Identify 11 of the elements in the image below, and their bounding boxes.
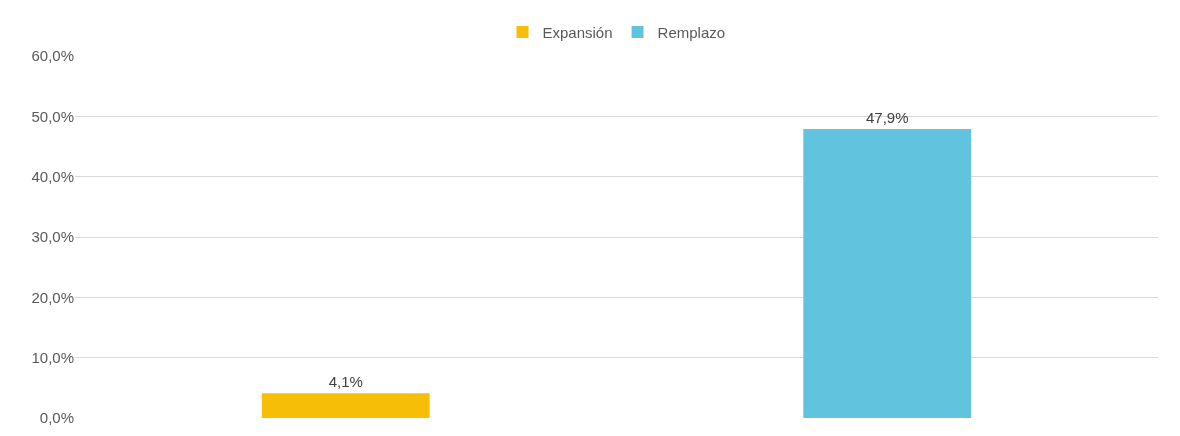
y-tick-label: 30,0%	[31, 228, 74, 246]
y-tick-label: 20,0%	[31, 288, 74, 306]
y-tick-label: 40,0%	[31, 167, 74, 185]
legend-label: Expansión	[542, 23, 613, 41]
y-tick-label: 50,0%	[31, 107, 74, 125]
legend-label: Remplazo	[657, 23, 726, 41]
y-tick-label: 0,0%	[39, 409, 74, 427]
data-label: 4,1%	[328, 373, 363, 391]
data-label: 47,9%	[865, 109, 909, 126]
y-tick-label: 60,0%	[31, 47, 74, 65]
y-tick-label: 10,0%	[31, 348, 74, 366]
